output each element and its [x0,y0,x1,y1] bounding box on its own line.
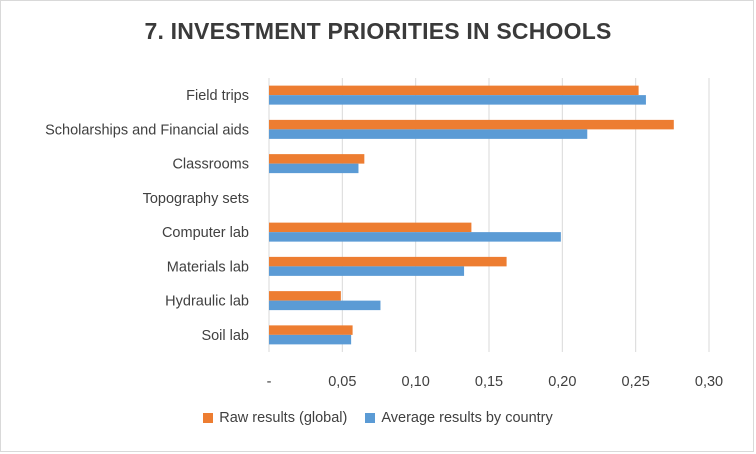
bar-average [269,95,646,105]
bar-raw [269,222,472,233]
category-label: Scholarships and Financial aids [45,122,249,138]
bar-average [269,232,561,242]
x-tick-label: 0,20 [548,374,576,390]
bar-raw [269,291,341,301]
x-tick-label: 0,05 [328,374,356,390]
bar-raw [269,256,507,267]
category-label: Classrooms [172,157,249,173]
bar-raw [269,85,639,96]
category-label: Field trips [186,88,249,104]
bar-average [269,334,352,345]
bar-average [269,129,588,139]
x-tick-label: 0,30 [695,374,723,390]
legend-swatch-average [365,413,376,423]
legend-item-average: Average results by country [365,410,553,426]
category-label: Topography sets [143,191,249,207]
x-tick-label: 0,15 [475,374,503,390]
x-tick-label: - [267,374,272,390]
category-label: Soil lab [201,328,249,344]
legend-item-raw: Raw results (global) [203,410,347,426]
bar-average [269,300,381,311]
legend-label-average: Average results by country [381,410,553,426]
legend-swatch-raw [203,413,214,423]
legend-label-raw: Raw results (global) [219,410,348,426]
category-label: Materials lab [167,259,249,275]
chart-title: 7. INVESTMENT PRIORITIES IN SCHOOLS [144,18,612,44]
bar-average [269,266,465,276]
bar-raw [269,119,674,130]
x-tick-label: 0,25 [622,374,650,390]
x-tick-label: 0,10 [402,374,430,390]
category-label: Computer lab [162,225,249,241]
bar-raw [269,325,353,335]
bar-average [269,163,359,174]
chart-legend: Raw results (global) Average results by … [0,410,756,426]
category-label: Hydraulic lab [165,294,249,310]
bar-raw [269,154,365,164]
